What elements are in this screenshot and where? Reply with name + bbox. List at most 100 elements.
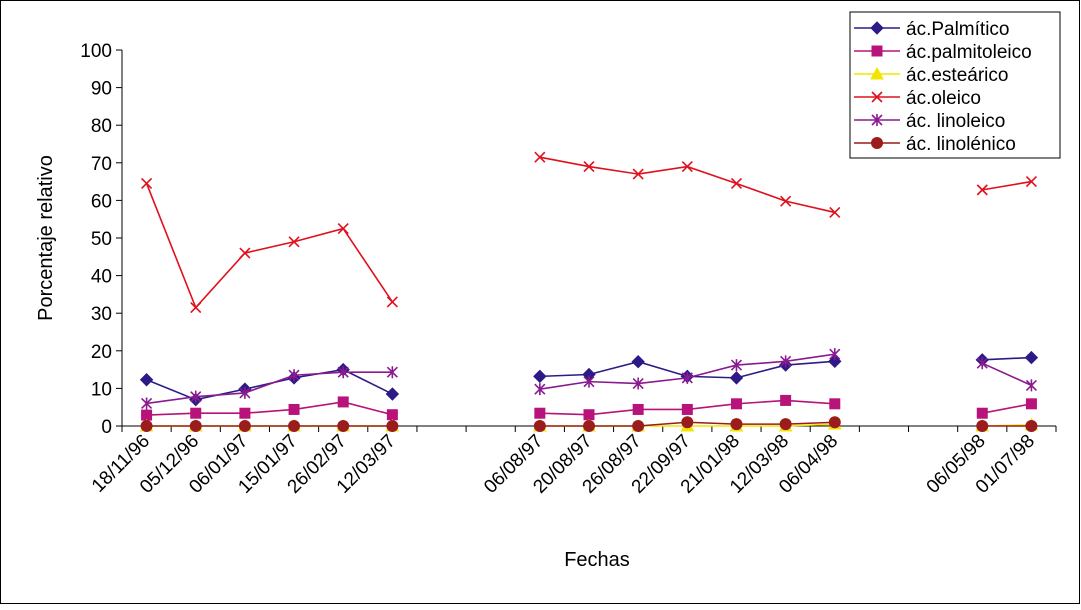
series-4 [141, 348, 1037, 410]
marker-diamond [870, 21, 884, 35]
marker-x [583, 160, 595, 173]
marker-square [534, 407, 546, 419]
marker-square [583, 409, 595, 421]
marker-star [141, 397, 153, 410]
y-tick-label: 30 [91, 304, 112, 325]
marker-x [780, 195, 792, 207]
legend-item: ác.esteárico [854, 65, 1008, 86]
legend-item: ác.palmitoleico [854, 42, 1032, 63]
marker-x [681, 160, 693, 173]
series-line [146, 371, 393, 405]
marker-diamond [1024, 350, 1039, 365]
marker-x [871, 91, 883, 103]
marker-diamond [631, 354, 645, 369]
legend-label: ác.esteárico [906, 65, 1008, 86]
marker-circle [140, 420, 153, 432]
marker-circle [871, 137, 883, 149]
series-layer [139, 151, 1039, 432]
y-tick-label: 40 [91, 267, 112, 288]
marker-circle [828, 416, 841, 429]
marker-square [239, 407, 251, 419]
marker-triangle [870, 66, 884, 80]
y-tick-label: 100 [80, 41, 112, 62]
legend-label: ác.oleico [906, 88, 981, 109]
marker-circle [337, 420, 350, 432]
marker-circle [583, 420, 595, 432]
marker-square [190, 407, 202, 419]
marker-square [780, 394, 792, 406]
marker-circle [386, 420, 399, 432]
marker-circle [533, 420, 546, 432]
y-tick-label: 90 [91, 79, 112, 100]
marker-square [976, 407, 988, 419]
y-axis-title: Porcentaje relativo [35, 155, 57, 321]
y-tick-label: 0 [101, 417, 112, 438]
series-line [981, 362, 1032, 387]
marker-square [829, 398, 841, 410]
marker-x [829, 206, 841, 218]
marker-star [337, 366, 349, 379]
marker-square [730, 398, 742, 410]
marker-star [1025, 379, 1037, 392]
y-tick-label: 60 [91, 191, 112, 212]
marker-x [534, 151, 546, 163]
marker-diamond [828, 354, 842, 369]
marker-square [141, 409, 153, 421]
marker-x [730, 177, 743, 190]
marker-x [337, 223, 349, 235]
marker-square [871, 45, 883, 57]
y-tick-label: 70 [91, 154, 112, 175]
marker-star [780, 355, 792, 368]
legend: ác.Palmíticoác.palmitoleicoác.esteáricoá… [849, 11, 1061, 159]
marker-star [871, 114, 883, 126]
marker-square [337, 396, 349, 408]
marker-star [386, 366, 398, 379]
y-tick-label: 50 [91, 229, 112, 250]
axes: 010203040506070809010018/11/9605/12/9606… [80, 41, 1057, 498]
marker-star [730, 359, 743, 372]
series-line [146, 401, 393, 416]
series-1 [141, 394, 1037, 421]
marker-circle [681, 416, 694, 429]
legend-label: ác.Palmítico [906, 19, 1009, 40]
marker-x [239, 247, 251, 259]
marker-diamond [139, 373, 154, 387]
legend-item: ác. linoleico [854, 111, 1005, 132]
marker-x [632, 168, 644, 180]
marker-square [681, 403, 693, 415]
legend-item: ác. linolénico [854, 134, 1016, 155]
marker-star [288, 369, 300, 382]
marker-square [288, 403, 300, 415]
marker-star [534, 383, 546, 396]
marker-diamond [729, 371, 744, 385]
legend-label: ác.palmitoleico [906, 42, 1032, 63]
marker-diamond [533, 369, 547, 384]
series-5 [140, 416, 1038, 432]
marker-square [1025, 398, 1037, 410]
marker-star [239, 386, 251, 399]
marker-star [190, 390, 202, 403]
marker-x [141, 177, 153, 190]
legend-item: ác.Palmítico [854, 19, 1009, 40]
marker-x [386, 296, 398, 308]
marker-square [386, 409, 398, 421]
legend-label: ác. linoleico [906, 111, 1005, 132]
marker-circle [238, 420, 251, 432]
y-tick-label: 80 [91, 116, 112, 137]
marker-circle [779, 418, 792, 431]
marker-x [288, 236, 300, 248]
marker-diamond [385, 387, 400, 401]
series-line [145, 183, 394, 310]
marker-x [976, 184, 988, 196]
marker-circle [189, 420, 202, 432]
marker-circle [288, 420, 301, 432]
x-axis-title: Fechas [564, 549, 630, 571]
marker-star [583, 375, 595, 388]
y-tick-label: 10 [91, 379, 112, 400]
marker-star [632, 377, 644, 390]
marker-circle [730, 418, 743, 431]
legend-item: ác.oleico [854, 88, 981, 109]
marker-x [190, 301, 202, 314]
